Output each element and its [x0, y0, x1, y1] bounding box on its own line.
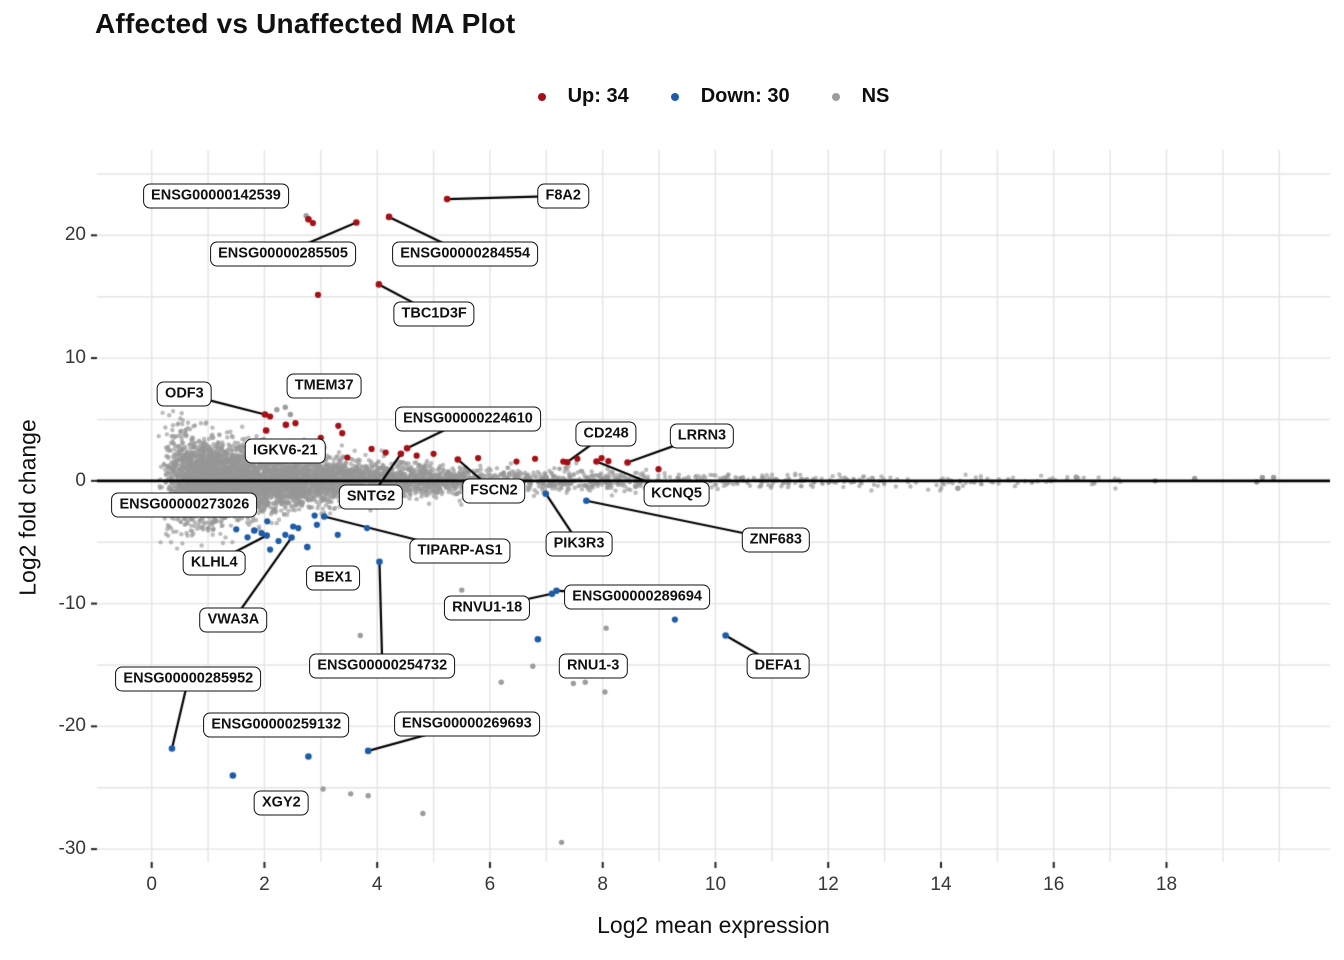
legend-label-ns: NS: [861, 85, 890, 107]
x-tick-label: 10: [704, 874, 727, 895]
gene-label: TBC1D3F: [393, 301, 475, 327]
gene-label: KCNQ5: [643, 481, 710, 507]
legend: Up: 34 Down: 30 NS: [97, 85, 1330, 108]
x-tick-label: 16: [1043, 874, 1065, 895]
y-tick-label: 10: [64, 347, 86, 369]
gene-label: BEX1: [306, 565, 361, 591]
legend-item-up: Up: 34: [537, 85, 629, 108]
x-tick-label: 0: [146, 874, 157, 895]
plot-title: Affected vs Unaffected MA Plot: [95, 8, 516, 39]
gene-label: SNTG2: [338, 484, 404, 510]
x-tick-label: 2: [259, 874, 270, 895]
gene-label: CD248: [575, 421, 637, 447]
y-tick-label: 20: [64, 224, 86, 246]
gene-label: ZNF683: [741, 527, 810, 553]
down-dot-icon: [670, 92, 679, 101]
gene-label: IGKV6-21: [245, 438, 326, 464]
gene-label: RNU1-3: [558, 653, 628, 679]
gene-label: ENSG00000224610: [395, 406, 541, 432]
gene-label: LRRN3: [669, 423, 735, 449]
gene-label: XGY2: [254, 790, 309, 816]
gene-label: TIPARP-AS1: [409, 538, 511, 564]
gene-label: ENSG00000285952: [115, 666, 262, 692]
legend-label-up: Up: 34: [567, 85, 629, 107]
gene-label: KLHL4: [182, 550, 246, 576]
gene-label: ENSG00000254732: [309, 653, 456, 679]
x-axis-title: Log2 mean expression: [597, 912, 830, 938]
gene-label: PIK3R3: [545, 531, 613, 557]
x-tick-label: 6: [484, 874, 496, 895]
gene-label: ENSG00000259132: [203, 712, 350, 738]
y-tick-label: -20: [58, 715, 86, 737]
y-tick-label: -30: [58, 838, 86, 860]
gene-label: ENSG00000273026: [111, 492, 258, 518]
up-dot-icon: [537, 92, 546, 101]
y-tick-label: -10: [58, 592, 86, 614]
y-axis-title: Log2 fold change: [14, 419, 41, 596]
gene-label: DEFA1: [746, 653, 810, 679]
gene-label: ODF3: [157, 381, 212, 407]
legend-item-ns: NS: [831, 85, 890, 108]
legend-label-down: Down: 30: [700, 85, 790, 107]
gene-label: FSCN2: [462, 478, 526, 504]
gene-label: RNVU1-18: [444, 595, 531, 621]
legend-item-down: Down: 30: [670, 85, 790, 108]
x-tick-label: 14: [930, 874, 952, 895]
gene-label: ENSG00000284554: [392, 241, 539, 267]
x-tick-label: 4: [371, 874, 383, 895]
gene-label: VWA3A: [199, 607, 268, 633]
ns-dot-icon: [831, 92, 840, 101]
x-tick-label: 8: [597, 874, 608, 895]
gene-label: ENSG00000142539: [143, 183, 289, 209]
gene-label: ENSG00000269693: [393, 711, 540, 737]
gene-label: F8A2: [537, 183, 589, 209]
x-tick-label: 12: [817, 874, 839, 895]
gene-label: ENSG00000289694: [564, 584, 710, 610]
y-tick-label: 0: [75, 469, 86, 491]
gene-label: TMEM37: [286, 373, 362, 399]
x-tick-label: 18: [1155, 874, 1178, 895]
gene-label: ENSG00000285505: [210, 241, 356, 267]
